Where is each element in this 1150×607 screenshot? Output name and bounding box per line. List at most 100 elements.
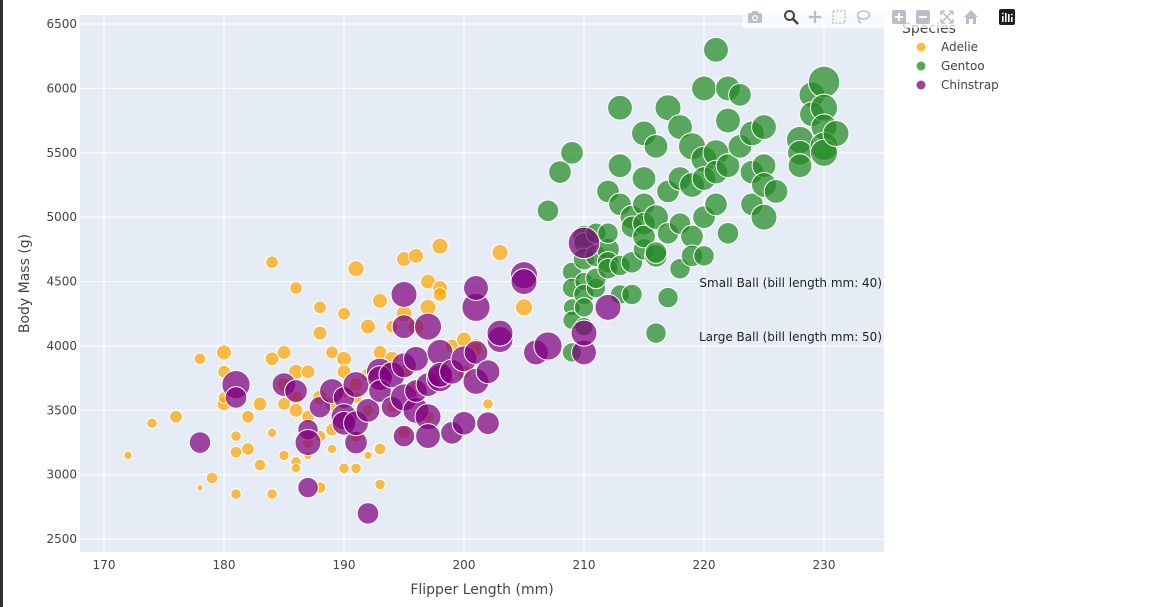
data-point[interactable] (391, 314, 417, 340)
data-point[interactable] (594, 293, 622, 321)
data-point[interactable] (205, 471, 219, 485)
data-point[interactable] (645, 322, 667, 344)
data-point[interactable] (241, 409, 255, 424)
data-point[interactable] (325, 345, 339, 360)
data-point[interactable] (415, 423, 441, 450)
data-point[interactable] (644, 241, 668, 264)
data-point[interactable] (787, 153, 813, 179)
data-point[interactable] (431, 237, 449, 255)
data-point[interactable] (654, 94, 682, 122)
series-chinstrap[interactable] (188, 226, 622, 525)
data-point[interactable] (573, 297, 595, 318)
data-point[interactable] (607, 94, 633, 121)
data-point[interactable] (631, 166, 657, 191)
data-point[interactable] (432, 286, 448, 302)
data-point[interactable] (807, 65, 841, 99)
data-point[interactable] (230, 430, 242, 442)
data-point[interactable] (264, 351, 280, 367)
data-point[interactable] (290, 463, 302, 474)
data-point[interactable] (363, 450, 373, 461)
box-select-icon[interactable] (828, 6, 850, 28)
data-point[interactable] (230, 488, 242, 500)
data-point[interactable] (252, 396, 268, 412)
data-point[interactable] (342, 371, 370, 399)
data-point[interactable] (373, 442, 387, 456)
data-point[interactable] (336, 350, 352, 367)
data-point[interactable] (548, 160, 572, 184)
data-point[interactable] (567, 226, 601, 260)
data-point[interactable] (169, 409, 183, 424)
legend-item-adelie[interactable]: Adelie (915, 40, 978, 54)
data-point[interactable] (372, 292, 388, 309)
modebar[interactable] (742, 6, 1020, 28)
data-point[interactable] (294, 429, 322, 457)
data-point[interactable] (356, 502, 380, 525)
data-point[interactable] (750, 203, 778, 231)
data-point[interactable] (229, 445, 243, 459)
data-point[interactable] (643, 204, 669, 231)
camera-icon[interactable] (744, 6, 766, 28)
data-point[interactable] (704, 192, 728, 217)
data-point[interactable] (751, 114, 777, 140)
data-point[interactable] (560, 140, 584, 165)
data-point[interactable] (632, 224, 656, 249)
data-point[interactable] (463, 339, 489, 365)
data-point[interactable] (253, 458, 267, 472)
data-point[interactable] (390, 280, 418, 308)
data-point[interactable] (300, 364, 316, 380)
data-point[interactable] (216, 344, 232, 361)
data-point[interactable] (193, 352, 207, 366)
data-point[interactable] (403, 345, 429, 372)
data-point[interactable] (326, 443, 338, 455)
data-point[interactable] (533, 331, 563, 361)
legend-item-gentoo[interactable]: Gentoo (915, 59, 985, 73)
lasso-select-icon[interactable] (852, 6, 874, 28)
data-point[interactable] (278, 449, 290, 462)
data-point[interactable] (188, 431, 212, 454)
data-point[interactable] (196, 484, 204, 492)
data-point[interactable] (463, 275, 489, 301)
data-point[interactable] (146, 417, 158, 430)
data-point[interactable] (408, 247, 424, 264)
data-point[interactable] (266, 427, 278, 439)
data-point[interactable] (763, 179, 789, 204)
data-point[interactable] (510, 268, 538, 296)
data-point[interactable] (475, 359, 501, 385)
pan-icon[interactable] (804, 6, 826, 28)
data-point[interactable] (360, 318, 376, 335)
zoom-icon[interactable] (780, 6, 802, 28)
data-point[interactable] (476, 411, 500, 436)
data-point[interactable] (536, 199, 560, 223)
plotly-logo-icon[interactable] (996, 6, 1018, 28)
data-point[interactable] (374, 478, 386, 491)
data-point[interactable] (276, 344, 292, 360)
autoscale-icon[interactable] (936, 6, 958, 28)
data-point[interactable] (680, 224, 704, 249)
data-point[interactable] (241, 442, 255, 456)
data-point[interactable] (570, 319, 598, 347)
data-point[interactable] (822, 119, 850, 147)
legend-item-chinstrap[interactable]: Chinstrap (915, 78, 999, 92)
reset-axes-icon[interactable] (960, 6, 982, 28)
data-point[interactable] (297, 476, 319, 499)
data-point[interactable] (265, 255, 279, 270)
data-point[interactable] (266, 488, 278, 500)
data-point[interactable] (728, 82, 752, 107)
data-point[interactable] (350, 462, 362, 475)
data-point[interactable] (657, 286, 679, 309)
data-point[interactable] (486, 319, 514, 347)
data-points[interactable] (123, 36, 850, 525)
data-point[interactable] (123, 450, 133, 461)
data-point[interactable] (224, 386, 248, 409)
data-point[interactable] (715, 153, 741, 179)
data-point[interactable] (691, 75, 717, 102)
data-point[interactable] (716, 221, 740, 245)
data-point[interactable] (347, 260, 365, 278)
data-point[interactable] (338, 462, 350, 475)
data-point[interactable] (514, 298, 534, 317)
data-point[interactable] (392, 424, 416, 448)
zoom-in-icon[interactable] (888, 6, 910, 28)
data-point[interactable] (607, 153, 633, 179)
